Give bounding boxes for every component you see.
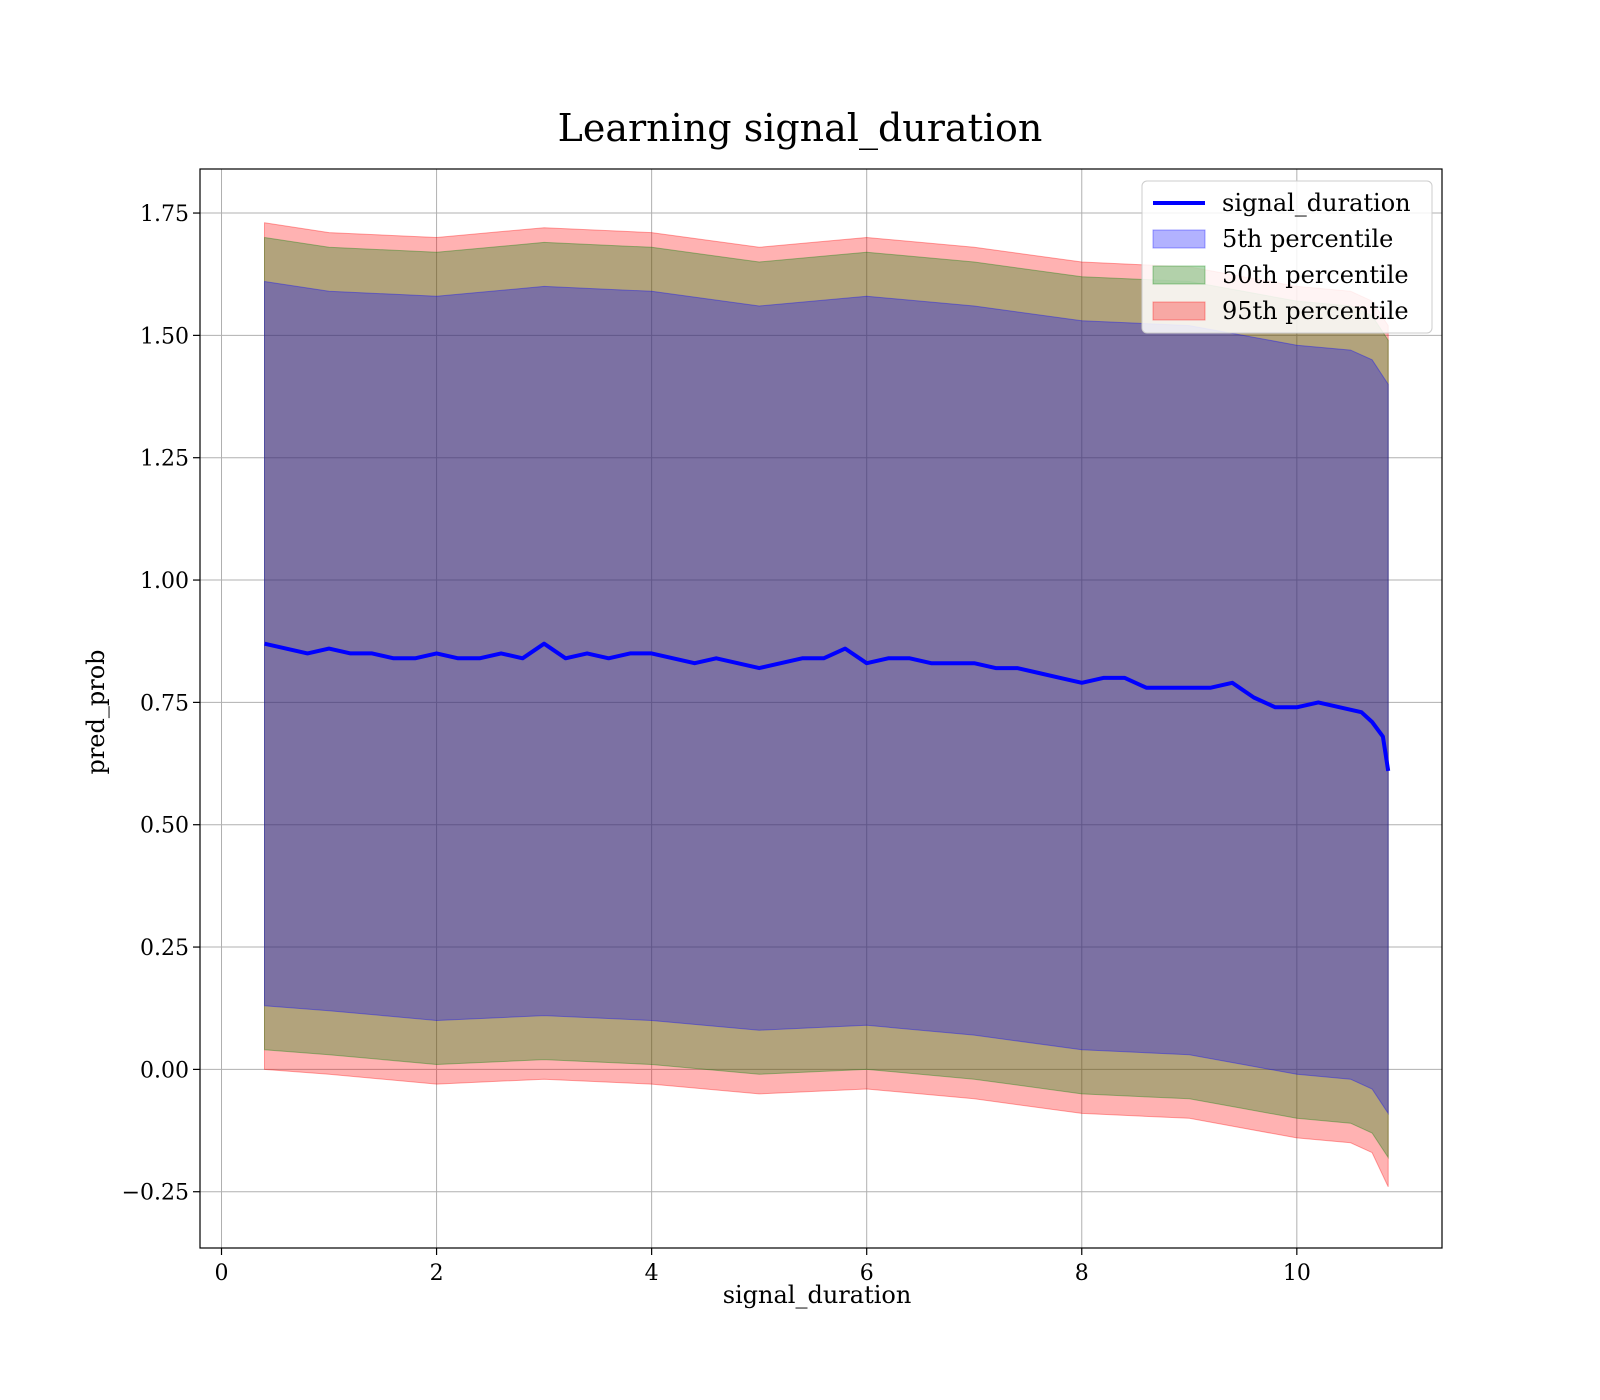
legend-label-signal-duration: signal_duration xyxy=(1222,189,1411,217)
x-tick-label-4: 8 xyxy=(1075,1261,1089,1286)
legend-label-2: 95th percentile xyxy=(1222,297,1409,325)
x-tick-label-5: 10 xyxy=(1283,1261,1311,1286)
y-tick-label-2: 0.25 xyxy=(140,936,189,961)
series-line-signal-duration xyxy=(264,641,1391,772)
legend-label-0: 5th percentile xyxy=(1222,225,1393,253)
legend-label-1: 50th percentile xyxy=(1222,261,1409,289)
plot-area: 0 2 4 6 8 10 −0.25 0.00 0.25 0.50 0.75 1.00 1.25 1.50… xyxy=(122,168,1443,1286)
x-tick-label-0: 0 xyxy=(215,1261,229,1286)
axes-frame xyxy=(199,168,1443,1249)
band-0 xyxy=(264,280,1389,1116)
x-tick-label-2: 4 xyxy=(645,1261,659,1286)
y-tick-label-3: 0.50 xyxy=(140,814,189,839)
y-tick-label-4: 0.75 xyxy=(140,691,189,716)
x-tick-label-3: 6 xyxy=(860,1261,874,1286)
y-tick-label-8: 1.75 xyxy=(140,202,189,227)
y-tick-label-7: 1.50 xyxy=(140,324,189,349)
legend-swatch-1 xyxy=(1152,265,1206,285)
legend-swatch-0 xyxy=(1152,229,1206,249)
y-tick-label-1: 0.00 xyxy=(140,1058,189,1083)
chart-title: Learning signal_duration xyxy=(558,106,1043,151)
y-axis-label: pred_prob xyxy=(82,649,110,774)
x-axis-label: signal_duration xyxy=(723,1281,912,1309)
x-tick-label-1: 2 xyxy=(430,1261,444,1286)
band-1 xyxy=(264,236,1389,1160)
legend-box xyxy=(1141,180,1433,334)
y-tick-label-0: −0.25 xyxy=(122,1181,189,1206)
band-2 xyxy=(264,222,1389,1188)
y-tick-label-6: 1.25 xyxy=(140,447,189,472)
y-tick-label-5: 1.00 xyxy=(140,569,189,594)
legend-swatch-2 xyxy=(1152,301,1206,321)
